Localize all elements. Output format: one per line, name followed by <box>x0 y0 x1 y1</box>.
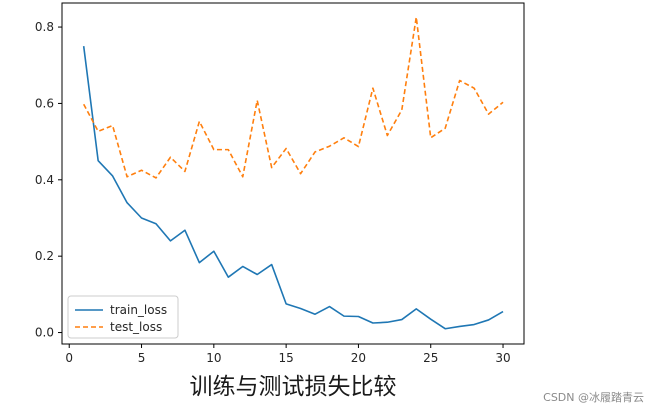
y-tick-label: 0.2 <box>35 249 54 263</box>
y-tick-label: 0.4 <box>35 173 54 187</box>
y-tick-label: 0.6 <box>35 96 54 110</box>
legend-label-train-loss: train_loss <box>110 303 167 317</box>
axes-frame <box>61 2 525 345</box>
x-tick-label: 0 <box>65 351 73 365</box>
y-tick-label: 0.8 <box>35 20 54 34</box>
x-tick-label: 30 <box>495 351 510 365</box>
x-tick-label: 20 <box>351 351 366 365</box>
plot-area <box>82 16 504 330</box>
y-tick-label: 0.0 <box>35 326 54 340</box>
chart-title: 训练与测试损失比较 <box>190 374 397 400</box>
x-tick-label: 5 <box>138 351 146 365</box>
legend-label-test-loss: test_loss <box>110 320 162 334</box>
legend: train_loss test_loss <box>67 295 179 339</box>
x-tick-label: 10 <box>206 351 221 365</box>
ticks: 0 5 10 15 20 25 30 0.0 0.2 0.4 0.6 0.8 <box>35 20 511 365</box>
series-line-test-loss <box>82 16 504 179</box>
watermark-text: CSDN @冰履踏青云 <box>543 390 644 404</box>
x-tick-label: 25 <box>423 351 438 365</box>
x-tick-label: 15 <box>278 351 293 365</box>
series-line-train-loss <box>82 46 504 330</box>
